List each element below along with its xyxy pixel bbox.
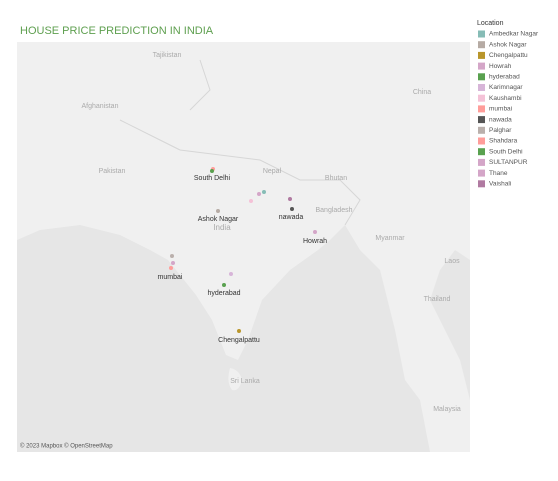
city-label: hyderabad	[207, 290, 240, 297]
borders	[119, 59, 361, 226]
legend-swatch	[478, 126, 485, 134]
legend-swatch	[478, 158, 485, 166]
location-point	[288, 197, 292, 201]
legend-swatch	[478, 94, 485, 102]
region-label: Sri Lanka	[230, 378, 260, 385]
city-label: South Delhi	[194, 175, 231, 182]
city-label: Howrah	[303, 238, 327, 245]
location-point	[229, 272, 233, 276]
legend-label: Kaushambi	[489, 95, 522, 102]
legend-label: Karimnagar	[489, 84, 523, 91]
legend-label: hyderabad	[489, 74, 520, 81]
legend-label: Chengalpattu	[489, 52, 528, 59]
legend-swatch	[478, 116, 485, 124]
region-label: Myanmar	[375, 235, 405, 242]
legend-swatch	[478, 180, 485, 188]
region-label: Bangladesh	[316, 207, 353, 214]
legend-swatch	[478, 169, 485, 177]
land	[17, 42, 470, 452]
region-label: India	[213, 223, 231, 232]
location-point	[170, 254, 174, 258]
legend-swatch	[478, 62, 485, 70]
attribution: © 2023 Mapbox © OpenStreetMap	[20, 443, 113, 450]
location-point	[237, 329, 241, 333]
legend-label: nawada	[489, 116, 512, 123]
region-label: Thailand	[424, 296, 451, 303]
region-label: Pakistan	[99, 168, 126, 175]
region-label: Afghanistan	[82, 103, 119, 110]
legend-swatch	[478, 51, 485, 59]
city-label: nawada	[279, 214, 304, 221]
legend-label: Vaishali	[489, 181, 511, 188]
region-label: Tajikistan	[153, 52, 182, 59]
legend-label: Shahdara	[489, 138, 518, 145]
legend-swatch	[478, 84, 485, 91]
legend-label: SULTANPUR	[489, 159, 528, 166]
legend-label: mumbai	[489, 106, 512, 113]
region-label: Nepal	[263, 168, 282, 175]
sri-lanka-land	[228, 368, 242, 391]
city-label: mumbai	[158, 274, 183, 281]
location-point	[169, 266, 173, 270]
location-point	[171, 261, 175, 265]
city-label: Ashok Nagar	[198, 216, 239, 223]
legend-swatch	[478, 105, 485, 113]
location-point	[210, 169, 214, 173]
legend-label: South Delhi	[489, 148, 523, 155]
region-label: Laos	[444, 258, 460, 265]
legend-label: Ashok Nagar	[489, 41, 527, 48]
title: HOUSE PRICE PREDICTION IN INDIA	[20, 25, 214, 37]
legend-label: Thane	[489, 170, 508, 177]
legend-label: Howrah	[489, 63, 512, 70]
legend-swatch	[478, 73, 485, 81]
location-point	[313, 230, 317, 234]
legend-swatch	[478, 148, 485, 156]
legend-swatch	[478, 41, 485, 49]
location-point	[222, 283, 226, 287]
location-point	[249, 199, 253, 203]
legend-label: Ambedkar Nagar	[489, 31, 539, 38]
region-label: Malaysia	[433, 406, 461, 413]
location-point	[257, 192, 261, 196]
legend-swatch	[478, 137, 485, 145]
region-label: China	[413, 89, 431, 96]
legend-title: Location	[477, 20, 504, 27]
location-point	[262, 190, 266, 194]
region-label: Bhutan	[325, 175, 347, 182]
legend-swatch	[478, 30, 485, 38]
city-label: Chengalpattu	[218, 337, 260, 344]
location-point	[216, 209, 220, 213]
location-point	[290, 207, 294, 211]
legend-label: Palghar	[489, 127, 512, 134]
